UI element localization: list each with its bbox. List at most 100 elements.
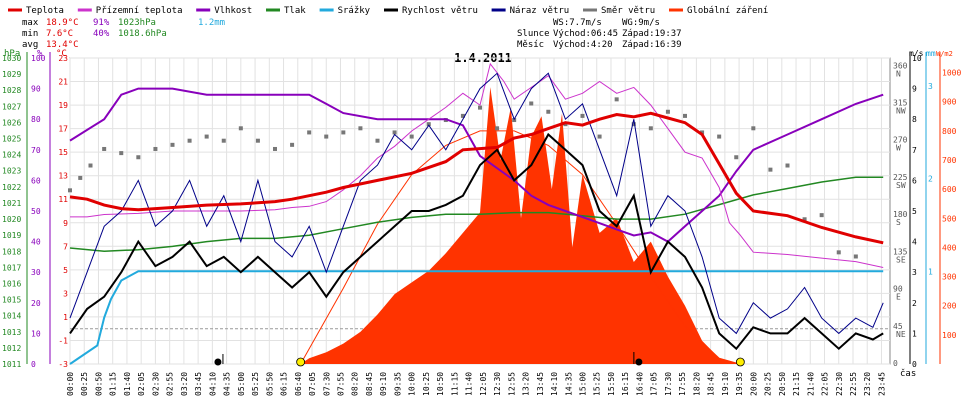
stats-max-press: 1023hPa <box>118 18 156 28</box>
wind-direction-point <box>290 142 295 147</box>
legend-label: Směr větru <box>601 6 655 16</box>
ms-tick-label: 1 <box>912 329 917 338</box>
dir-name-label: SE <box>896 255 906 264</box>
x-tick-label: 10:50 <box>436 372 445 396</box>
hpa-tick-label: 1027 <box>2 102 21 111</box>
degc-tick-label: 5 <box>63 266 68 275</box>
x-tick-label: 06:15 <box>280 372 289 396</box>
degc-tick-label: 9 <box>63 219 68 228</box>
x-tick-label: 07:05 <box>308 372 317 396</box>
hpa-tick-label: 1022 <box>2 183 21 192</box>
wind-direction-point <box>409 134 414 139</box>
degc-axis-title: °C <box>56 49 67 59</box>
x-tick-label: 14:35 <box>564 372 573 396</box>
pct-tick-label: 30 <box>31 268 41 277</box>
wm2-axis-title: W/m2 <box>936 50 953 58</box>
dir-name-label: SW <box>896 181 906 190</box>
stats-rain: 1.2mm <box>198 18 225 28</box>
sun-moon-info: WS:7.7m/s WG:9m/s Slunce Východ:06:45 Zá… <box>517 18 682 50</box>
x-tick-label: 10:00 <box>408 372 417 396</box>
ms-tick-label: 3 <box>912 268 917 277</box>
x-tick-label: 12:05 <box>479 372 488 396</box>
wind-ws: WS:7.7m/s <box>553 18 602 28</box>
pct-tick-label: 10 <box>31 329 41 338</box>
hpa-tick-label: 1016 <box>2 279 21 288</box>
stats-min-temp: 7.6°C <box>46 29 73 39</box>
x-tick-label: 10:25 <box>422 372 431 396</box>
hpa-tick-label: 1019 <box>2 231 21 240</box>
x-tick-label: 01:40 <box>123 372 132 396</box>
x-tick-label: 22:55 <box>849 372 858 396</box>
ms-tick-label: 10 <box>912 54 922 63</box>
x-tick-label: 12:30 <box>493 372 502 396</box>
wind-direction-point <box>187 138 192 143</box>
sun-label: Slunce <box>517 29 550 39</box>
x-tick-label: 15:00 <box>579 372 588 396</box>
wind-direction-point <box>460 113 465 118</box>
x-tick-label: 04:10 <box>208 372 217 396</box>
stats-min-press: 1018.6hPa <box>118 29 167 39</box>
wind-direction-point <box>136 155 141 160</box>
stats-min-hum: 40% <box>93 29 110 39</box>
wm2-tick-label: 100 <box>942 331 957 340</box>
dir-name-label: NE <box>896 330 906 339</box>
hpa-tick-label: 1018 <box>2 247 21 256</box>
wind-direction-point <box>204 134 209 139</box>
wind-direction-point <box>853 254 858 259</box>
sunset-marker <box>735 357 745 367</box>
hpa-tick-label: 1030 <box>2 54 21 63</box>
pct-tick-label: 70 <box>31 146 41 155</box>
axes: hPa1030102910281027102610251024102310221… <box>2 49 961 369</box>
stats-max-hum: 91% <box>93 18 110 28</box>
hpa-tick-label: 1011 <box>2 360 21 369</box>
dir-tick-label: 270 <box>893 136 908 145</box>
x-tick-label: 03:20 <box>180 372 189 396</box>
wind-direction-point <box>375 138 380 143</box>
legend-label: Náraz větru <box>510 6 570 16</box>
degc-tick-label: 11 <box>58 195 68 204</box>
wind-direction-point <box>426 122 431 127</box>
x-tick-label: 17:30 <box>664 372 673 396</box>
wind-direction-point <box>836 250 841 255</box>
hpa-tick-label: 1015 <box>2 296 21 305</box>
x-tick-label: 00:50 <box>94 372 103 396</box>
wm2-tick-label: 200 <box>942 302 957 311</box>
dir-name-label: NW <box>896 106 906 115</box>
pct-tick-label: 100 <box>31 54 46 63</box>
stats-min-label: min <box>22 29 38 39</box>
hpa-tick-label: 1012 <box>2 344 21 353</box>
wind-direction-point <box>614 97 619 102</box>
x-tick-label: 22:05 <box>821 372 830 396</box>
x-tick-label: 05:25 <box>251 372 260 396</box>
ms-tick-label: 8 <box>912 115 917 124</box>
wind-direction-point <box>119 151 124 156</box>
pct-tick-label: 20 <box>31 299 41 308</box>
wind-direction-point <box>273 146 277 151</box>
x-tick-label: 16:15 <box>621 372 630 396</box>
moonset-marker <box>635 358 643 366</box>
x-tick-label: 09:10 <box>379 372 388 396</box>
wm2-tick-label: 900 <box>942 98 957 107</box>
wind-direction-point <box>751 126 756 131</box>
moon-set: Západ:16:39 <box>622 40 682 50</box>
dir-tick-label: 135 <box>893 247 908 256</box>
radiation-area <box>300 87 740 364</box>
x-tick-label: 19:10 <box>721 372 730 396</box>
x-axis-label: čas <box>900 368 916 379</box>
legend-label: Vlhkost <box>214 6 252 16</box>
x-tick-label: 05:00 <box>237 372 246 396</box>
wind-direction-point <box>102 146 107 151</box>
x-tick-label: 04:35 <box>223 372 232 396</box>
x-axis: 00:00 00:25 00:50 01:15 01:40 02:05 02:30 02:55… <box>66 372 886 396</box>
hpa-tick-label: 1014 <box>2 312 21 321</box>
x-tick-label: 02:55 <box>166 372 175 396</box>
pct-tick-label: 60 <box>31 176 41 185</box>
pressure-line <box>69 176 884 253</box>
wind-direction-point <box>392 130 397 135</box>
legend: Teplota Přízemní teplota Vlhkost Tlak Srážky… <box>8 6 768 16</box>
dir-tick-label: 0 <box>893 359 898 368</box>
dir-tick-label: 180 <box>893 210 908 219</box>
ms-tick-label: 5 <box>912 207 917 216</box>
degc-tick-label: 1 <box>63 313 68 322</box>
plot-area <box>68 62 884 367</box>
